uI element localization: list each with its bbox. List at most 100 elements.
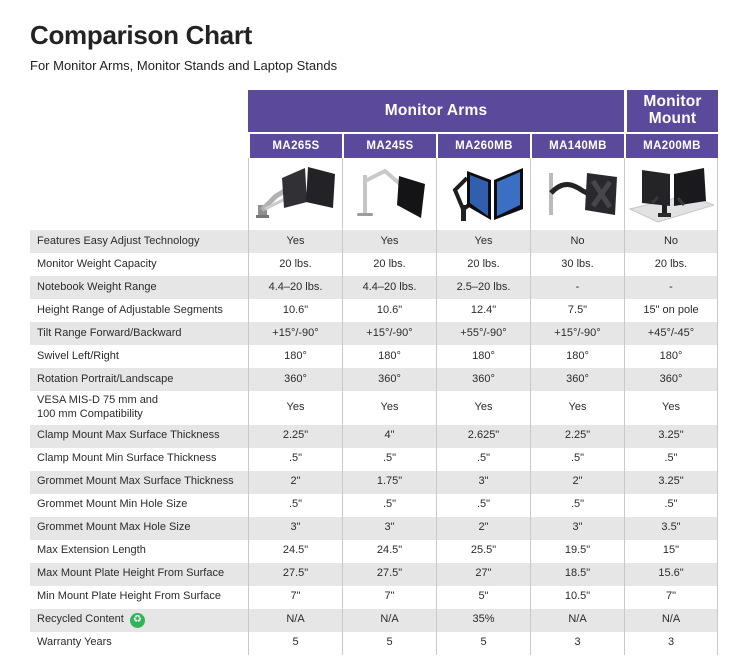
spec-value: 3 [624,631,718,655]
spec-value: - [624,276,718,299]
spec-value: +15°/-90° [248,322,342,345]
spec-value: N/A [624,608,718,632]
product-image-ma200mb [624,158,718,230]
spec-value: 3.25" [624,424,718,448]
table-row: Swivel Left/Right 180° 180° 180° 180° 180° [30,345,718,368]
model-header-ma265s: MA265S [248,132,342,158]
spec-value: 5 [342,631,436,655]
spec-value: Yes [248,230,342,253]
spec-value: 10.5" [530,585,624,609]
spec-value: N/A [342,608,436,632]
spec-value: 3.5" [624,516,718,540]
row-label-text: Min Mount Plate Height From Surface [37,590,222,603]
spec-value: +45°/-45° [624,322,718,345]
product-image-ma140mb [530,158,624,230]
spec-value: 19.5" [530,539,624,563]
spec-value: .5" [624,493,718,517]
spec-value: .5" [530,493,624,517]
row-label: Warranty Years [30,632,248,655]
spec-value: 3" [248,516,342,540]
single-monitor-arm-vesa-plate-icon [548,173,617,215]
table-row: Height Range of Adjustable Segments 10.6"… [30,299,718,322]
row-label: Features Easy Adjust Technology [30,230,248,253]
spec-value: No [530,230,624,253]
row-label: Height Range of Adjustable Segments [30,299,248,322]
dual-monitor-arm-silver-icon [255,167,335,218]
spec-value: 3" [530,516,624,540]
spec-value: 7" [248,585,342,609]
spec-value: 2" [248,470,342,494]
group-header-monitor-arms: Monitor Arms [248,90,624,132]
spec-value: Yes [342,230,436,253]
spec-value: 360° [342,368,436,391]
row-label-text: Max Extension Length [37,544,146,557]
header-spacer [30,132,248,158]
row-label: Clamp Mount Max Surface Thickness [30,425,248,448]
spec-value: Yes [436,230,530,253]
spec-value: 2.5–20 lbs. [436,276,530,299]
row-label: Grommet Mount Max Hole Size [30,517,248,540]
spec-value: N/A [530,608,624,632]
row-label-text: Grommet Mount Max Hole Size [37,521,191,534]
table-row: Grommet Mount Min Hole Size .5" .5" .5" .5".… [30,493,718,517]
spec-value: 18.5" [530,562,624,586]
row-label-text: Monitor Weight Capacity [37,257,157,270]
spec-value: 4.4–20 lbs. [342,276,436,299]
table-row: Max Extension Length 24.5" 24.5" 25.5" 19.5"… [30,539,718,563]
spec-value: 1.75" [342,470,436,494]
product-image-ma260mb [436,158,530,230]
spec-value: 10.6" [248,299,342,322]
spec-value: 30 lbs. [530,253,624,276]
spec-value: 15" on pole [624,299,718,322]
table-group-header: Monitor Arms Monitor Mount [30,90,718,132]
spec-value: 25.5" [436,539,530,563]
spec-value: 2" [436,516,530,540]
table-row: Features Easy Adjust Technology Yes Yes Yes… [30,230,718,253]
spec-value: .5" [436,447,530,471]
row-label-text: Notebook Weight Range [37,280,157,293]
spec-value: Yes [624,391,718,425]
spec-value: 5 [248,631,342,655]
spec-value: 3" [436,470,530,494]
spec-value: 7.5" [530,299,624,322]
spec-value: Yes [342,391,436,425]
row-label: Max Extension Length [30,540,248,563]
spec-value: 7" [342,585,436,609]
spec-value: +55°/-90° [436,322,530,345]
row-label-text: Clamp Mount Min Surface Thickness [37,452,217,465]
spec-value: 360° [248,368,342,391]
row-label: Recycled Content ♻ [30,609,248,632]
spec-value: N/A [248,608,342,632]
model-header-row: MA265S MA245S MA260MB MA140MB MA200MB [30,132,718,158]
spec-value: 4.4–20 lbs. [248,276,342,299]
spec-value: 10.6" [342,299,436,322]
row-label: Tilt Range Forward/Backward [30,322,248,345]
recycle-icon: ♻ [129,612,145,628]
spec-value: Yes [248,391,342,425]
row-label: Min Mount Plate Height From Surface [30,586,248,609]
spec-value: 15" [624,539,718,563]
row-label: Grommet Mount Min Hole Size [30,494,248,517]
spec-value: .5" [530,447,624,471]
table-row: Monitor Weight Capacity 20 lbs. 20 lbs. 20 … [30,253,718,276]
spec-value: 360° [436,368,530,391]
spec-value: 180° [436,345,530,368]
page-subtitle: For Monitor Arms, Monitor Stands and Lap… [30,58,338,73]
spec-value: 360° [530,368,624,391]
table-row: Rotation Portrait/Landscape 360° 360° 360° 3… [30,368,718,391]
group-header-monitor-mount: Monitor Mount [624,90,718,132]
row-label-text: Max Mount Plate Height From Surface [37,567,225,580]
row-label: Monitor Weight Capacity [30,253,248,276]
page-header: Comparison Chart For Monitor Arms, Monit… [0,0,742,73]
spec-value: 5" [436,585,530,609]
spec-value: 20 lbs. [436,253,530,276]
spec-value: .5" [624,447,718,471]
model-header-ma245s: MA245S [342,132,436,158]
product-image-row [30,158,718,230]
spec-value: .5" [342,447,436,471]
table-row: VESA MIS-D 75 mm and 100 mm Compatibilit… [30,391,718,425]
spec-value: 2.25" [248,424,342,448]
spec-value: 24.5" [342,539,436,563]
row-label-text: Clamp Mount Max Surface Thickness [37,429,220,442]
table-row: Notebook Weight Range 4.4–20 lbs. 4.4–20 l… [30,276,718,299]
